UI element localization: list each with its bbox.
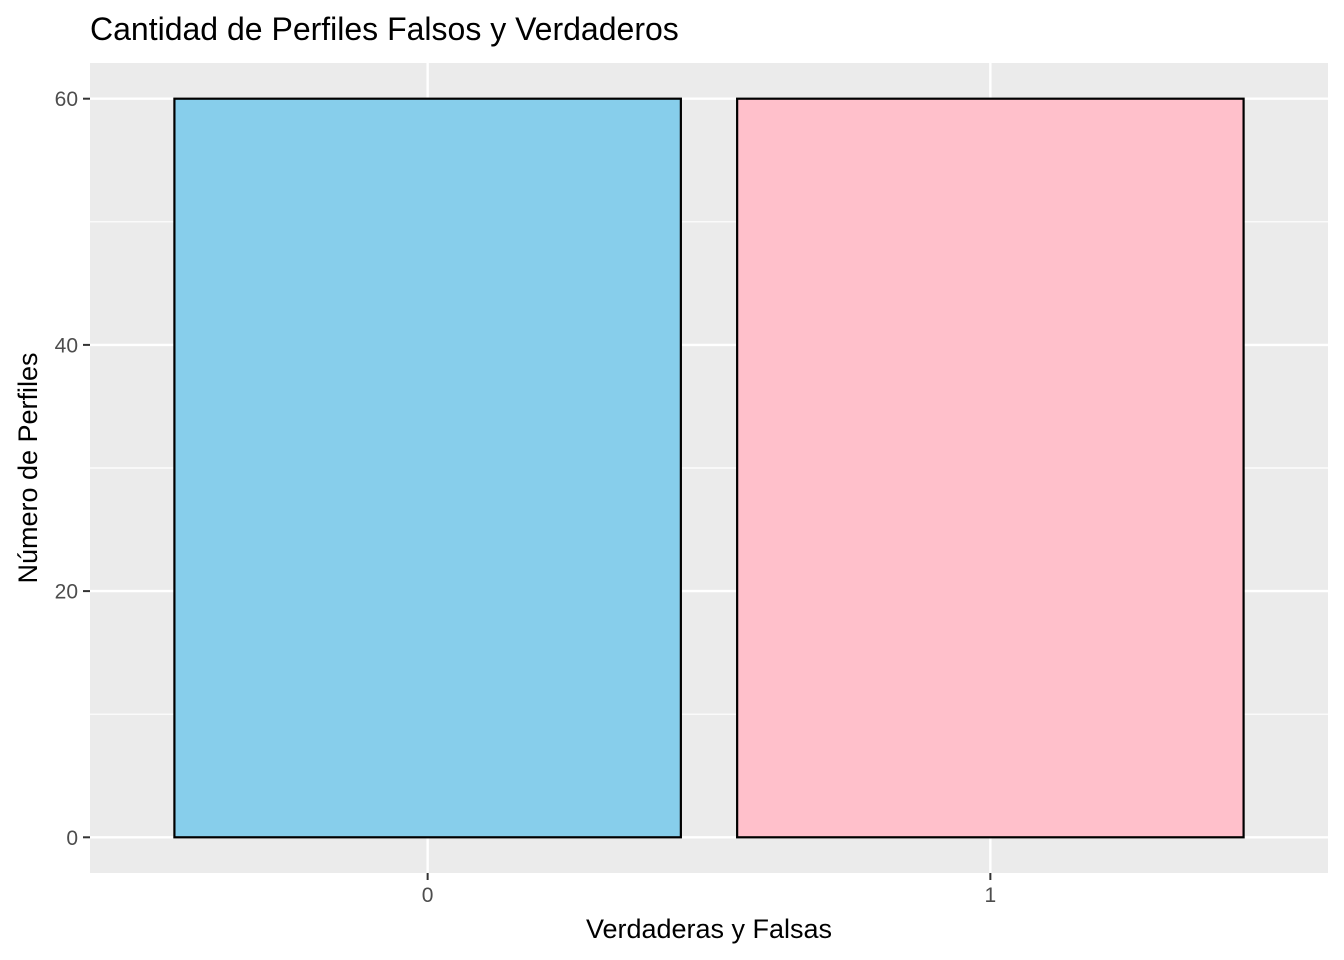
x-tick-label: 0 [422,884,434,907]
y-tick-label: 0 [66,827,78,850]
y-axis-title: Número de Perfiles [13,352,43,583]
chart-title: Cantidad de Perfiles Falsos y Verdaderos [90,11,679,47]
bar-0 [173,97,682,839]
bars [173,97,1245,839]
y-tick-label: 40 [55,334,78,357]
x-axis-title: Verdaderas y Falsas [586,914,832,944]
y-tick-label: 20 [55,581,78,604]
y-axis: 0 20 40 60 [55,88,90,850]
x-tick-label: 1 [985,884,997,907]
bar-1 [736,97,1245,839]
y-tick-label: 60 [55,88,78,111]
